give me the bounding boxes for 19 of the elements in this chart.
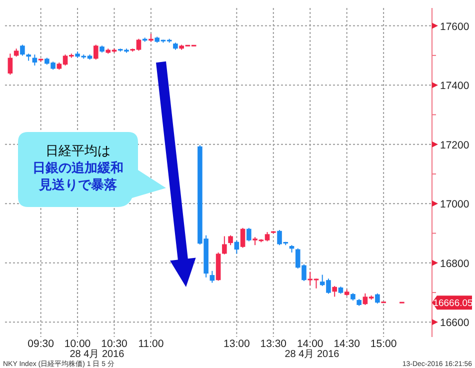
annotation: 日経平均は日銀の追加緩和見送りで暴落 [32, 143, 124, 193]
last-price-tag: 16666.05 [432, 296, 473, 310]
y-tick-label: 17200 [440, 139, 470, 152]
y-tick-label: 17600 [440, 20, 470, 33]
y-tick-label: 16600 [440, 317, 470, 330]
x-tick-label: 13:30 [260, 338, 287, 350]
x-tick-label: 11:00 [138, 338, 164, 350]
text: 28 4月 2016 [284, 349, 340, 360]
x-tick-label: 14:30 [334, 338, 360, 350]
y-tick-label: 16800 [440, 258, 470, 270]
x-tick-label: 14:00 [296, 338, 324, 350]
x-tick-label: 10:00 [64, 338, 91, 350]
text: 28 4月 2016 [70, 349, 125, 360]
x-tick-label: 15:00 [370, 338, 397, 350]
x-tick-label: 10:30 [101, 338, 128, 350]
x-tick-label: 13:00 [224, 338, 250, 350]
y-tick-label: 17400 [440, 80, 470, 92]
x-tick-label: 09:30 [28, 338, 54, 350]
y-tick-label: 17000 [440, 198, 470, 211]
